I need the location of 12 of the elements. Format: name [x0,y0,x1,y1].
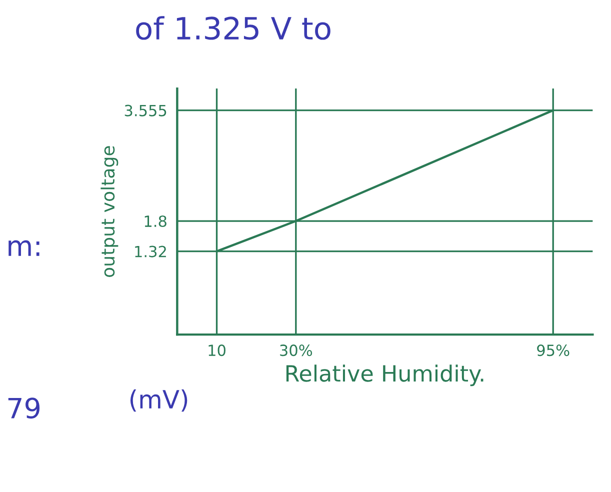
x-tick-label: 10 [208,344,226,356]
text: of 1.325 V to [136,16,330,40]
x-tick-label: 30% [280,344,312,356]
y-tick-label: 3.555 [124,104,166,116]
y-tick-label: 1.8 [144,215,166,228]
text: m: [8,240,40,256]
y-tick-label: 1.32 [135,246,166,258]
text: 79 [8,398,40,419]
x-axis-title: Relative Humidity. [286,364,484,386]
y-axis-title: output voltage [100,146,118,277]
text: (mV) [130,389,188,412]
x-tick-label: 95% [537,344,570,356]
